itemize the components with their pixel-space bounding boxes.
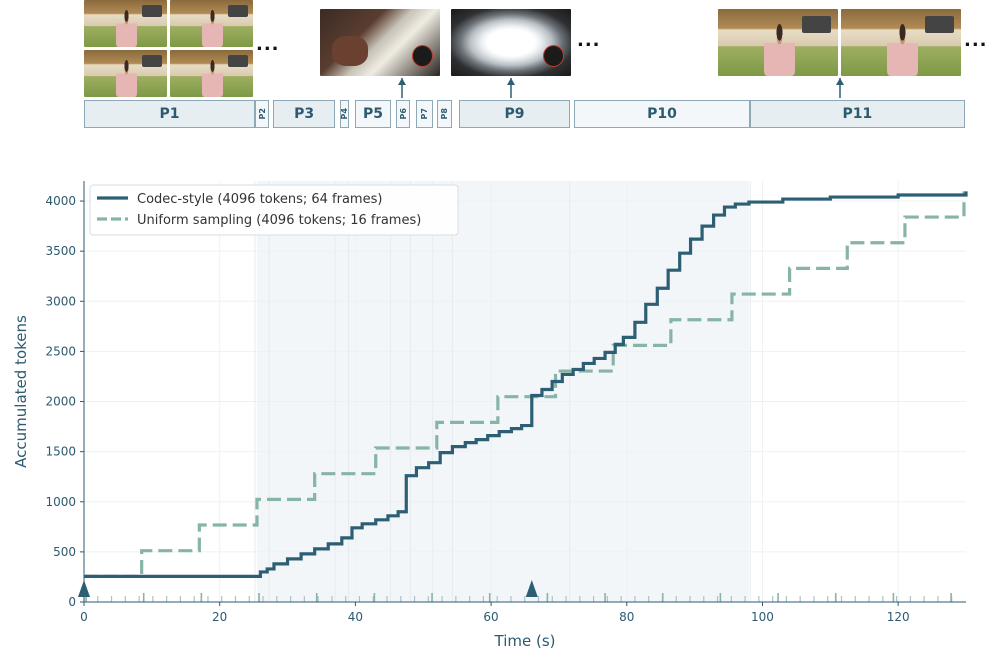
codec-series-line [84,191,968,578]
ellipsis: ... [256,34,280,55]
segment-arrow-head [507,78,515,85]
segment-label: P7 [420,108,430,120]
x-tick-label: 0 [80,610,88,624]
segment-p11: P11 [750,100,965,128]
y-tick-label: 3500 [45,244,76,258]
x-tick-label: 80 [619,610,634,624]
y-tick-label: 500 [53,545,76,559]
segment-label: P5 [363,106,384,122]
video-frame-pot [451,9,571,76]
y-tick-label: 1000 [45,495,76,509]
segment-p2: P2 [254,100,270,128]
segment-arrow-head [398,78,406,85]
video-frame-kitchen [841,9,961,76]
video-frame-kitchen [84,50,167,97]
segment-p6: P6 [396,100,411,128]
triangle-marker [78,580,90,597]
legend-box [89,184,459,236]
segment-p9: P9 [459,100,570,128]
video-frame-kitchen [718,9,838,76]
segment-p5: P5 [355,100,391,128]
video-frame-pouring [320,9,440,76]
ellipsis: ... [577,30,601,51]
x-tick-label: 120 [887,610,910,624]
segment-label: P11 [842,106,873,122]
legend: Codec-style (4096 tokens; 64 frames) Unif… [89,184,459,236]
shaded-region [257,181,749,602]
y-axis-label: Accumulated tokens [12,315,30,468]
segment-p8: P8 [436,100,453,128]
triangle-marker [525,580,538,597]
video-frame-kitchen [170,0,253,47]
segment-p3: P3 [273,100,336,128]
legend-codec-label: Codec-style (4096 tokens; 64 frames) [137,192,382,207]
segment-label: P8 [440,108,450,120]
segment-label: P1 [159,106,180,122]
segment-p1: P1 [84,100,255,128]
y-tick-label: 3000 [45,294,76,308]
y-tick-label: 4000 [45,194,76,208]
y-tick-label: 1500 [45,445,76,459]
segment-p10: P10 [573,100,751,128]
x-tick-label: 100 [751,610,774,624]
x-tick-label: 60 [483,610,498,624]
video-frame-kitchen [84,0,167,47]
video-frame-kitchen [170,50,253,97]
x-axis-label: Time (s) [494,632,556,650]
y-tick-label: 2000 [45,395,76,409]
x-tick-label: 40 [348,610,363,624]
legend-uniform-label: Uniform sampling (4096 tokens; 16 frames… [137,213,421,228]
segment-label: P2 [257,108,267,120]
segment-p4: P4 [340,100,349,128]
y-tick-label: 0 [68,595,76,609]
x-tick-label: 20 [212,610,227,624]
segment-label: P3 [294,106,315,122]
segment-label: P6 [398,108,408,120]
segment-label: P10 [647,106,677,122]
ellipsis: ... [964,30,988,51]
segment-label: P9 [504,106,525,122]
y-tick-label: 2500 [45,344,76,358]
segment-p7: P7 [416,100,433,128]
uniform-series-line [84,191,966,578]
segment-arrow-head [836,78,844,85]
segment-label: P4 [339,108,349,120]
